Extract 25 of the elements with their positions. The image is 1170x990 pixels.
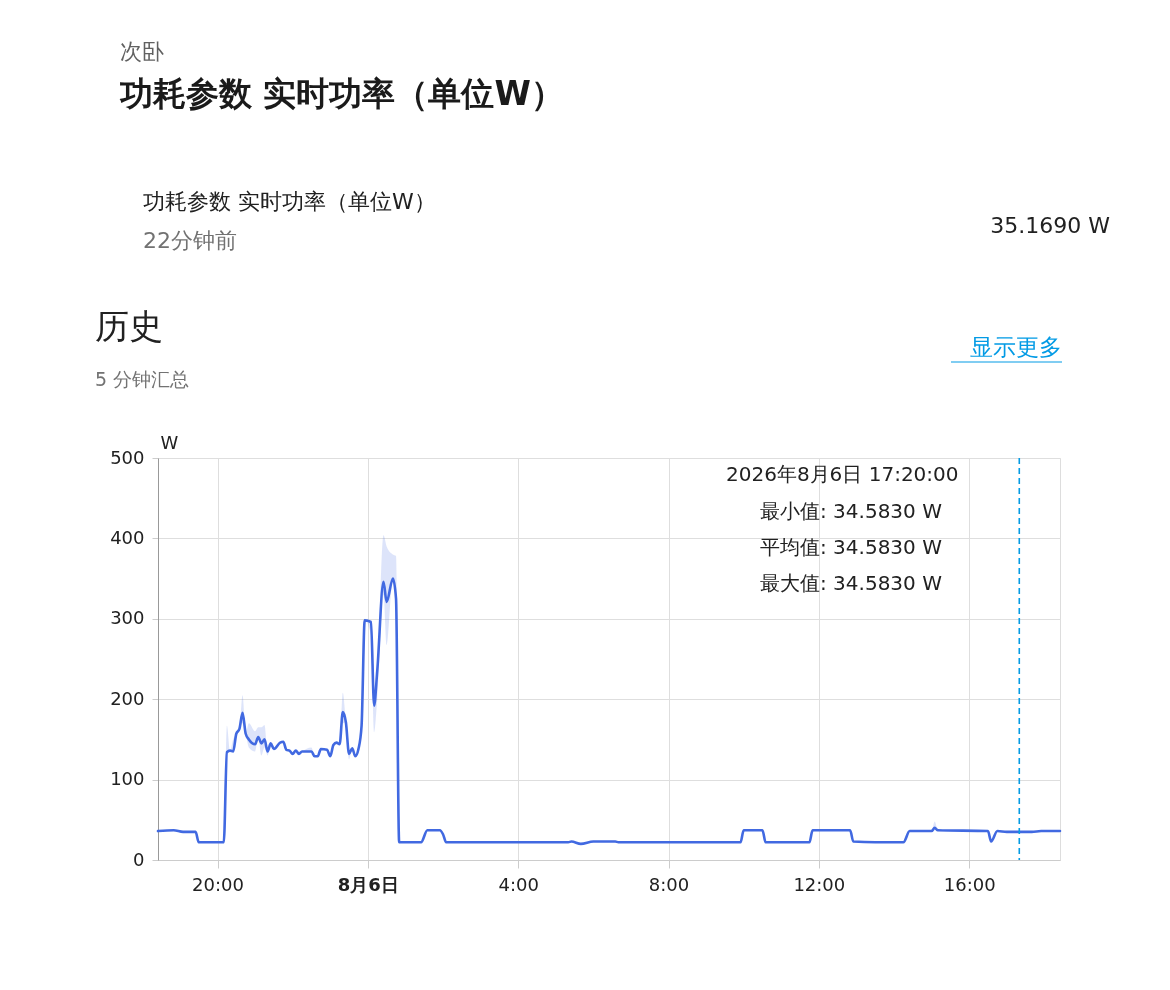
text: 历史 [95, 306, 163, 346]
y-tick-label: 200 [110, 687, 145, 709]
y-axis-title: W [160, 431, 179, 453]
text: 22分钟前 [143, 228, 237, 253]
text: 功耗参数 实时功率（单位W） [143, 189, 436, 214]
chart-subtitle: 次卧 [120, 39, 164, 64]
y-tick-label: 400 [110, 526, 145, 548]
annotation: 2026年8月6日 17:20:00 [726, 462, 959, 486]
y-tick-label: 300 [110, 607, 145, 629]
x-tick-label: 8月6日 [337, 873, 399, 895]
text: 35.1690 W [990, 213, 1111, 238]
x-tick-label: 12:00 [793, 873, 846, 895]
annotation: 最大值: 34.5830 W [760, 571, 943, 595]
x-tick-label: 16:00 [943, 873, 996, 895]
x-tick-label: 20:00 [192, 873, 244, 895]
x-tick-label: 8:00 [648, 873, 690, 895]
text: 显示更多 [970, 334, 1062, 360]
y-tick-label: 100 [110, 768, 145, 790]
x-tick-label: 4:00 [498, 873, 539, 895]
text: 5 分钟汇总 [95, 368, 190, 390]
y-tick-label: 0 [133, 848, 145, 870]
chart-title: 功耗参数 实时功率（单位W） [119, 74, 564, 113]
y-tick-label: 500 [110, 446, 145, 468]
annotation: 最小值: 34.5830 W [760, 499, 943, 523]
annotation: 平均值: 34.5830 W [760, 535, 943, 559]
